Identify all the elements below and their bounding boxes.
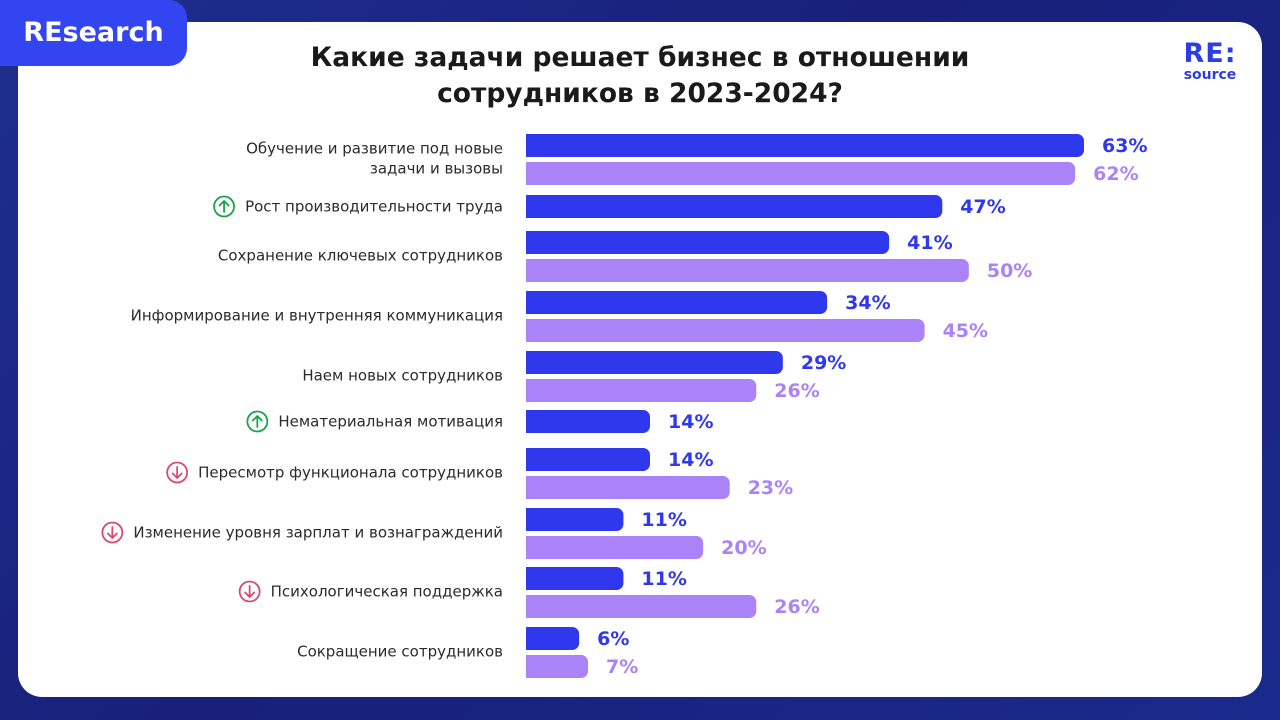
bar-2023-9 <box>526 595 757 618</box>
up-arrow-icon-6 <box>246 410 269 433</box>
logo-line-1: RE: <box>1183 38 1237 69</box>
title-line-2: сотрудников в 2023-2024? <box>437 78 843 109</box>
category-label-9: Психологическая поддержка <box>271 583 503 601</box>
category-label-1-line-1: Обучение и развитие под новые <box>246 140 503 158</box>
value-label-2024-6: 14% <box>668 411 713 433</box>
down-arrow-icon-8 <box>101 521 124 544</box>
category-label-7: Пересмотр функционала сотрудников <box>198 464 503 482</box>
category-label-5: Наем новых сотрудников <box>302 367 503 385</box>
category-label-1-line-2: задачи и вызовы <box>370 160 503 178</box>
value-label-2024-5: 29% <box>801 352 846 374</box>
bar-2024-9 <box>526 567 624 591</box>
value-label-2024-1: 63% <box>1102 135 1147 157</box>
bar-2023-8 <box>526 536 704 559</box>
bar-2024-1 <box>526 134 1084 157</box>
title-line-1: Какие задачи решает бизнес в отношении <box>310 42 970 73</box>
value-label-2024-10: 6% <box>597 628 629 650</box>
bar-2024-10 <box>526 627 580 650</box>
value-label-2024-8: 11% <box>641 509 686 531</box>
bar-2024-6 <box>526 410 650 433</box>
value-label-2024-4: 34% <box>845 292 890 314</box>
research-badge: REsearch <box>0 0 187 66</box>
value-label-2023-10: 7% <box>606 656 638 678</box>
bar-2023-10 <box>526 655 588 678</box>
value-label-2023-5: 26% <box>774 380 819 402</box>
bar-2023-7 <box>526 476 730 499</box>
bar-2023-3 <box>526 259 969 282</box>
bar-2024-8 <box>526 508 624 531</box>
category-label-2: Рост производительности труда <box>245 198 503 216</box>
resource-logo: RE: source <box>1178 38 1242 83</box>
value-label-2023-8: 20% <box>721 537 766 559</box>
value-label-2023-3: 50% <box>987 260 1032 282</box>
category-label-3: Сохранение ключевых сотрудников <box>218 247 503 265</box>
category-label-4: Информирование и внутренняя коммуникация <box>131 307 503 325</box>
value-label-2024-3: 41% <box>907 232 952 254</box>
up-arrow-icon-2 <box>213 195 235 218</box>
value-label-2024-9: 11% <box>641 568 686 590</box>
logo-line-2: source <box>1183 67 1237 83</box>
bar-2023-4 <box>526 319 925 342</box>
bar-2024-5 <box>526 351 783 374</box>
bar-2024-7 <box>526 448 650 471</box>
down-arrow-icon-9 <box>238 580 261 603</box>
value-label-2024-7: 14% <box>668 449 713 471</box>
bar-2023-1 <box>526 162 1076 185</box>
bar-2024-2 <box>526 195 943 218</box>
down-arrow-icon-7 <box>166 461 189 484</box>
category-label-8: Изменение уровня зарплат и вознаграждени… <box>133 524 503 542</box>
bar-2024-3 <box>526 231 890 254</box>
value-label-2023-7: 23% <box>748 477 793 499</box>
value-label-2024-2: 47% <box>960 196 1005 218</box>
value-label-2023-4: 45% <box>943 320 988 342</box>
category-label-6: Нематериальная мотивация <box>278 413 503 431</box>
bar-2024-4 <box>526 291 828 314</box>
bar-2023-5 <box>526 379 757 402</box>
category-label-10: Сокращение сотрудников <box>297 643 503 661</box>
value-label-2023-9: 26% <box>774 596 819 618</box>
value-label-2023-1: 62% <box>1093 163 1138 185</box>
chart-title: Какие задачи решает бизнес в отношении с… <box>270 40 1010 112</box>
